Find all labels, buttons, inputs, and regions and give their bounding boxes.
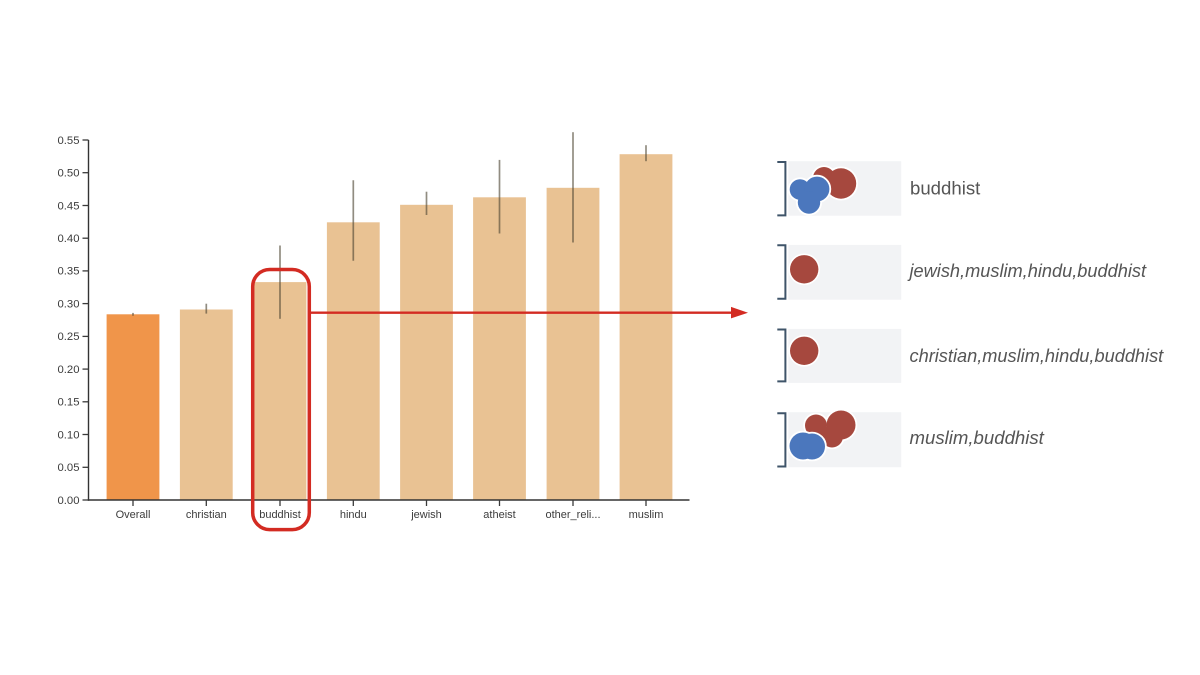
svg-text:buddhist: buddhist <box>259 509 301 521</box>
svg-text:0.05: 0.05 <box>58 462 80 474</box>
svg-text:muslim: muslim <box>629 509 664 521</box>
svg-text:christian,muslim,hindu,buddhis: christian,muslim,hindu,buddhist <box>910 346 1165 366</box>
svg-text:0.00: 0.00 <box>58 495 80 507</box>
svg-text:0.45: 0.45 <box>58 200 80 212</box>
svg-text:muslim,buddhist: muslim,buddhist <box>910 427 1045 448</box>
svg-text:0.15: 0.15 <box>58 397 80 409</box>
svg-text:0.40: 0.40 <box>58 233 80 245</box>
svg-text:0.35: 0.35 <box>58 266 80 278</box>
svg-text:jewish: jewish <box>410 509 442 521</box>
svg-text:0.20: 0.20 <box>58 364 80 376</box>
svg-text:other_reli...: other_reli... <box>545 509 600 521</box>
svg-text:0.25: 0.25 <box>58 331 80 343</box>
svg-text:0.55: 0.55 <box>58 135 80 147</box>
svg-text:atheist: atheist <box>483 509 515 521</box>
svg-text:0.30: 0.30 <box>58 298 80 310</box>
svg-text:0.10: 0.10 <box>58 429 80 441</box>
svg-text:buddhist: buddhist <box>910 178 981 199</box>
svg-text:christian: christian <box>186 509 227 521</box>
svg-text:0.50: 0.50 <box>58 168 80 180</box>
svg-text:jewish,muslim,hindu,buddhist: jewish,muslim,hindu,buddhist <box>907 261 1147 281</box>
svg-text:hindu: hindu <box>340 509 367 521</box>
svg-text:Overall: Overall <box>116 509 151 521</box>
